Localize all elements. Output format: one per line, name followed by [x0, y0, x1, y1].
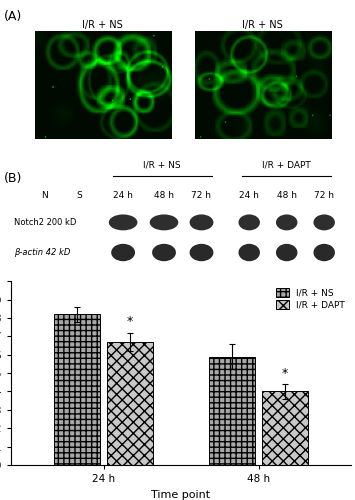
Text: S: S — [76, 191, 82, 200]
Text: N: N — [41, 191, 48, 200]
Text: (B): (B) — [4, 172, 22, 185]
Bar — [107, 342, 153, 465]
Ellipse shape — [276, 244, 297, 261]
Text: *: * — [127, 315, 133, 328]
Text: *: * — [282, 366, 288, 380]
Title: I/R + NS: I/R + NS — [82, 20, 123, 30]
Bar — [262, 392, 308, 465]
Text: Notch2 200 kD: Notch2 200 kD — [14, 218, 76, 227]
Legend: I/R + NS, I/R + DAPT: I/R + NS, I/R + DAPT — [274, 286, 347, 312]
Ellipse shape — [109, 214, 137, 230]
Ellipse shape — [190, 244, 213, 261]
Text: 72 h: 72 h — [191, 191, 212, 200]
Ellipse shape — [111, 244, 135, 261]
Ellipse shape — [33, 244, 57, 261]
Text: 48 h: 48 h — [277, 191, 297, 200]
X-axis label: Time point: Time point — [152, 490, 211, 500]
Text: I/R + NS: I/R + NS — [143, 160, 181, 170]
Ellipse shape — [152, 244, 176, 261]
Ellipse shape — [150, 214, 178, 230]
Ellipse shape — [276, 214, 297, 230]
Text: I/R + DAPT: I/R + DAPT — [262, 160, 311, 170]
Text: 24 h: 24 h — [113, 191, 133, 200]
Text: β-actin 42 kD: β-actin 42 kD — [14, 248, 70, 257]
Bar — [209, 356, 255, 465]
Bar — [54, 314, 100, 465]
Ellipse shape — [190, 214, 213, 230]
Text: 48 h: 48 h — [154, 191, 174, 200]
Title: I/R + NS: I/R + NS — [242, 20, 283, 30]
Text: 72 h: 72 h — [314, 191, 334, 200]
Ellipse shape — [313, 214, 335, 230]
Text: (A): (A) — [4, 10, 22, 23]
Ellipse shape — [239, 214, 260, 230]
Text: 24 h: 24 h — [239, 191, 259, 200]
Ellipse shape — [67, 244, 91, 261]
Ellipse shape — [239, 244, 260, 261]
Ellipse shape — [313, 244, 335, 261]
